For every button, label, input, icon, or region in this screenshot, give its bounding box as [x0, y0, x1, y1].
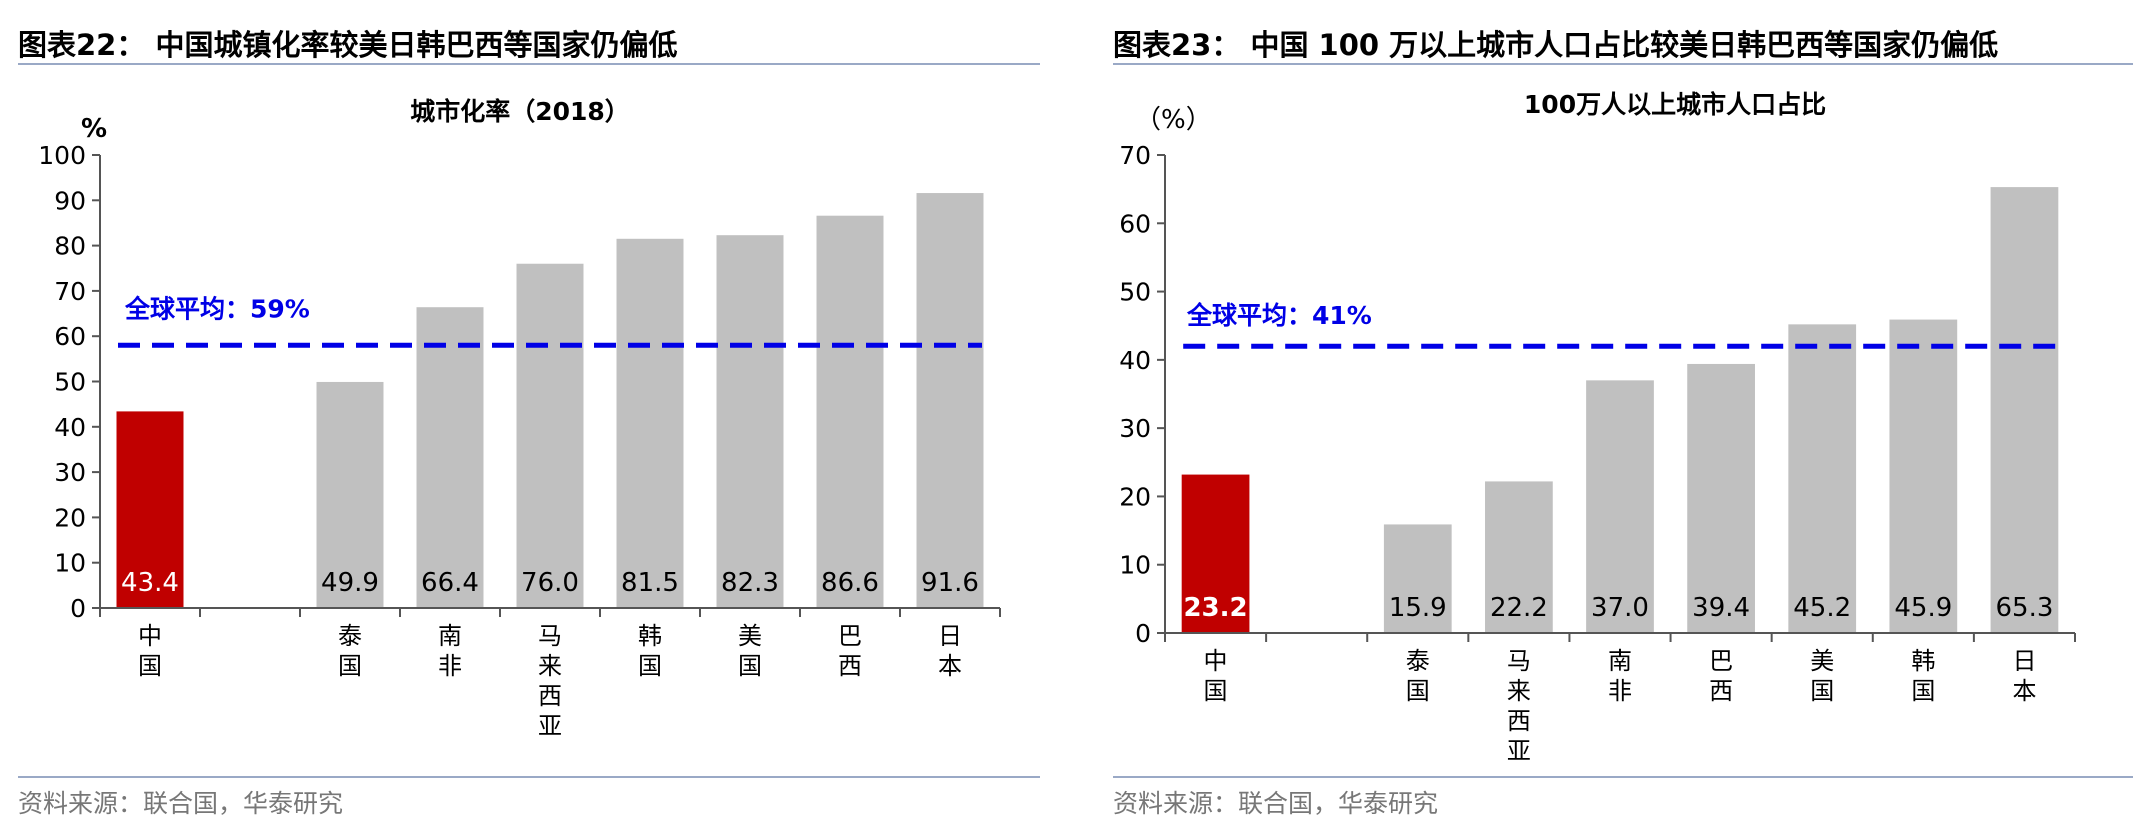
- bar: [116, 411, 184, 608]
- data-label: 23.2: [1183, 593, 1247, 623]
- data-label: 86.6: [821, 568, 879, 598]
- title-divider: [18, 63, 1040, 65]
- y-tick-label: 30: [54, 458, 86, 487]
- source-note: 资料来源：联合国，华泰研究: [18, 789, 344, 818]
- x-tick-label: 中国: [138, 622, 162, 680]
- data-label: 15.9: [1389, 593, 1447, 623]
- figure-title: 图表22： 中国城镇化率较美日韩巴西等国家仍偏低: [18, 28, 678, 62]
- data-label: 45.2: [1793, 593, 1851, 623]
- bar: [1788, 324, 1857, 633]
- data-label: 91.6: [921, 568, 979, 598]
- x-tick-label: 美国: [738, 622, 762, 680]
- x-tick-label: 巴西: [838, 622, 862, 680]
- x-tick-label: 南非: [1608, 647, 1632, 705]
- y-tick-label: 90: [54, 186, 86, 215]
- x-tick-label: 韩国: [1911, 647, 1935, 705]
- chart-title: 城市化率（2018）: [410, 97, 630, 126]
- y-tick-label: 20: [54, 503, 86, 532]
- bar: [1383, 524, 1452, 633]
- bar: [316, 381, 384, 608]
- bar: [1586, 380, 1654, 633]
- y-tick-label: 40: [54, 413, 86, 442]
- bar: [1181, 474, 1250, 633]
- data-label: 43.4: [121, 568, 179, 598]
- data-label: 39.4: [1692, 593, 1750, 623]
- data-label: 45.9: [1894, 593, 1952, 623]
- figure-22-panel: 图表22： 中国城镇化率较美日韩巴西等国家仍偏低 城市化率（2018）% 0 10 2…: [0, 0, 1040, 828]
- source-divider: [1113, 776, 2133, 778]
- bar: [1990, 187, 2059, 633]
- x-tick-label: 日本: [938, 622, 962, 680]
- x-tick-label: 韩国: [638, 622, 662, 680]
- bar: [916, 193, 984, 608]
- x-tick-label: 泰国: [1406, 647, 1430, 705]
- bar: [1889, 319, 1958, 633]
- bar: [416, 307, 484, 608]
- data-label: 49.9: [321, 568, 379, 598]
- y-tick-label: 0: [70, 594, 86, 623]
- y-tick-label: 10: [1119, 551, 1151, 580]
- global-average-label: 全球平均：41%: [1186, 301, 1372, 330]
- x-tick-label: 南非: [438, 622, 462, 680]
- x-tick-label: 巴西: [1709, 647, 1733, 705]
- y-tick-label: 0: [1135, 619, 1151, 648]
- urbanization-rate-chart: 城市化率（2018）% 0 10 20 30 40 50 60 70 80 90 100 全球平均：59…: [38, 97, 1001, 740]
- y-tick-label: 70: [1119, 141, 1151, 170]
- bar: [1485, 481, 1553, 633]
- figure-23-panel: 图表23： 中国 100 万以上城市人口占比较美日韩巴西等国家仍偏低 100万人…: [1095, 0, 2133, 828]
- x-tick-label: 马来西亚: [538, 622, 562, 740]
- y-tick-label: 60: [1119, 209, 1151, 238]
- source-note: 资料来源：联合国，华泰研究: [1113, 789, 1439, 818]
- bar: [816, 215, 884, 608]
- data-label: 37.0: [1591, 593, 1649, 623]
- data-label: 76.0: [521, 568, 579, 598]
- y-tick-label: 50: [54, 368, 86, 397]
- y-tick-label: 40: [1119, 346, 1151, 375]
- x-tick-label: 日本: [2012, 647, 2036, 705]
- source-divider: [18, 776, 1040, 778]
- x-tick-label: 美国: [1810, 647, 1834, 705]
- figure-title: 图表23： 中国 100 万以上城市人口占比较美日韩巴西等国家仍偏低: [1113, 28, 1999, 62]
- y-tick-label: 50: [1119, 278, 1151, 307]
- data-label: 81.5: [621, 568, 679, 598]
- title-divider: [1113, 63, 2133, 65]
- data-label: 82.3: [721, 568, 779, 598]
- y-axis-label: （%）: [1135, 105, 1212, 135]
- y-tick-label: 80: [54, 232, 86, 261]
- y-tick-label: 30: [1119, 414, 1151, 443]
- data-label: 65.3: [1995, 593, 2053, 623]
- y-tick-label: 70: [54, 277, 86, 306]
- x-tick-label: 马来西亚: [1507, 647, 1531, 765]
- y-tick-label: 10: [54, 549, 86, 578]
- x-tick-label: 中国: [1204, 647, 1228, 705]
- y-axis-label: %: [81, 114, 107, 144]
- bar: [716, 235, 784, 608]
- chart-title: 100万人以上城市人口占比: [1524, 90, 1826, 119]
- y-tick-label: 60: [54, 322, 86, 351]
- data-label: 66.4: [421, 568, 479, 598]
- million-city-population-share-chart: 100万人以上城市人口占比 （%） 0 10 20 30 40 50 60 70 全球平均：41% 2…: [1119, 90, 2076, 765]
- x-tick-label: 泰国: [338, 622, 362, 680]
- global-average-label: 全球平均：59%: [124, 294, 310, 323]
- data-label: 22.2: [1490, 593, 1548, 623]
- y-tick-label: 100: [38, 141, 86, 170]
- bar: [516, 263, 584, 608]
- y-tick-label: 20: [1119, 482, 1151, 511]
- bar: [1687, 363, 1755, 633]
- bar: [616, 238, 684, 608]
